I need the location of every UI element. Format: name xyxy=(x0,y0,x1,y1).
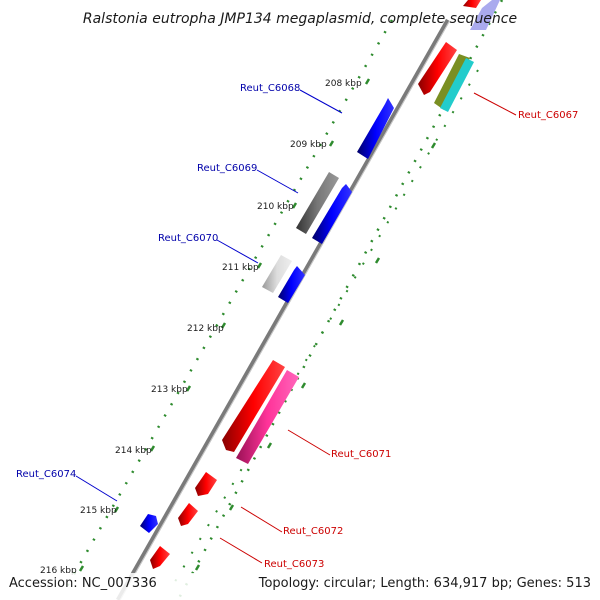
backbone-highlight xyxy=(119,20,450,600)
ruler-tick xyxy=(113,506,120,513)
gene-label-reverse[interactable]: Reut_C6073 xyxy=(264,559,324,570)
gene-arrow-pink[interactable] xyxy=(236,370,299,464)
gene-label-forward[interactable]: Reut_C6074 xyxy=(16,469,76,480)
map-title: Ralstonia eutropha JMP134 megaplasmid, c… xyxy=(83,11,517,27)
gene-label-reverse[interactable]: Reut_C6072 xyxy=(283,526,343,537)
ruler-tick xyxy=(78,565,85,572)
gene-label-forward[interactable]: Reut_C6069 xyxy=(197,163,257,174)
callout-line xyxy=(256,169,299,194)
ruler-label: 209 kbp xyxy=(290,140,327,150)
track-tick xyxy=(228,504,235,511)
callout-line xyxy=(473,92,517,116)
ruler-track-left xyxy=(63,19,394,591)
ruler-tick xyxy=(364,78,371,85)
gene-arrow-lavender[interactable] xyxy=(470,0,500,30)
ruler-label: 210 kbp xyxy=(257,202,294,212)
gene-arrow-blue[interactable] xyxy=(312,184,352,244)
track-tick xyxy=(300,382,307,389)
callout-line xyxy=(216,239,259,264)
sequence-summary: Topology: circular; Length: 634,917 bp; … xyxy=(258,576,591,591)
gene-arrow-red-large[interactable] xyxy=(222,360,285,452)
gene-label-reverse[interactable]: Reut_C6067 xyxy=(518,110,578,121)
gene-arrow-red[interactable] xyxy=(150,546,170,569)
callout-line xyxy=(299,89,343,114)
ruler-label: 216 kbp xyxy=(40,566,77,576)
gene-arrow-light[interactable] xyxy=(262,255,292,293)
callout-line xyxy=(240,506,283,533)
gene-arrow-blue[interactable] xyxy=(357,98,394,159)
gene-arrow-red[interactable] xyxy=(178,503,198,526)
gene-arrow-blue[interactable] xyxy=(140,514,158,533)
callout-line xyxy=(219,537,263,564)
gene-arrow-red-top[interactable] xyxy=(463,0,481,8)
gene-arrow-red[interactable] xyxy=(418,42,457,95)
gene-label-forward[interactable]: Reut_C6070 xyxy=(158,233,218,244)
ruler-label: 213 kbp xyxy=(151,385,188,395)
ruler-label: 208 kbp xyxy=(325,79,362,89)
ruler-tick xyxy=(256,262,263,269)
accession-text: Accession: NC_007336 xyxy=(9,576,157,591)
gene-features-reverse xyxy=(150,0,500,569)
gene-arrow-cyan[interactable] xyxy=(440,58,474,112)
ruler-label: 211 kbp xyxy=(222,263,259,273)
gene-label-forward[interactable]: Reut_C6068 xyxy=(240,83,300,94)
gene-arrow-red[interactable] xyxy=(195,472,217,496)
track-tick xyxy=(374,257,381,264)
callout-lines xyxy=(75,89,517,564)
ruler-label: 215 kbp xyxy=(80,506,117,516)
ruler-ticks xyxy=(78,78,437,572)
ruler-tick xyxy=(328,140,335,147)
gene-features-forward xyxy=(140,98,394,533)
gene-label-reverse[interactable]: Reut_C6071 xyxy=(331,449,391,460)
ruler-label: 212 kbp xyxy=(187,324,224,334)
gene-arrow-gray[interactable] xyxy=(296,172,339,234)
track-tick xyxy=(338,319,345,326)
ruler-tick xyxy=(220,322,227,329)
gene-arrow-blue[interactable] xyxy=(278,266,305,303)
track-tick xyxy=(194,564,201,571)
ruler-tick xyxy=(291,202,298,209)
track-tick xyxy=(266,442,273,449)
callout-line xyxy=(75,475,118,502)
ruler-tick xyxy=(185,385,192,392)
ruler-label: 214 kbp xyxy=(115,446,152,456)
ruler-tick xyxy=(149,445,156,452)
callout-line xyxy=(287,429,331,456)
footer-background xyxy=(0,573,600,600)
backbone-line xyxy=(116,18,450,600)
track-tick xyxy=(430,142,437,149)
